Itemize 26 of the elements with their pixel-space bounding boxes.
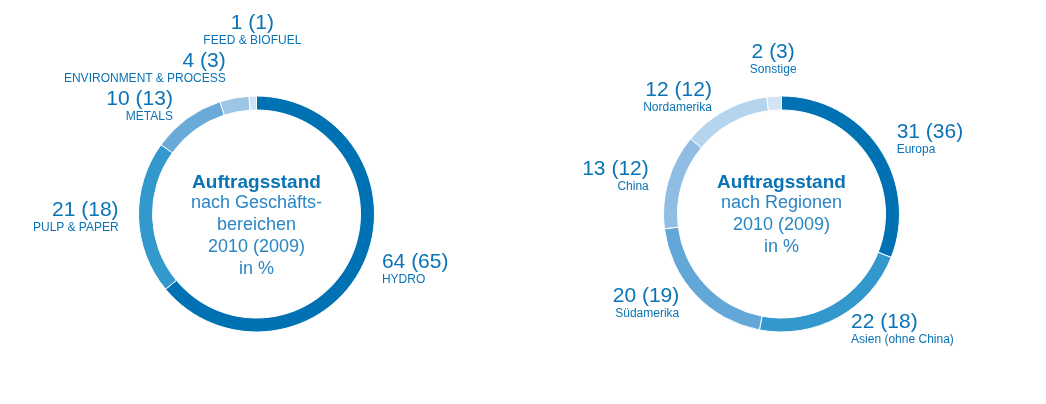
slice-label: Sonstige	[749, 62, 797, 77]
slice-label: Asien (ohne China)	[851, 331, 954, 346]
data-label: 13 (12)	[582, 156, 649, 180]
text: Auftragsstand	[717, 171, 846, 192]
data-label: 21 (18)	[52, 197, 119, 221]
text: Auftragsstand	[192, 171, 321, 192]
slice-label: China	[617, 179, 650, 194]
data-label: 64 (65)	[381, 249, 449, 273]
data-label: 31 (36)	[896, 118, 964, 142]
slice-label: PULP & PAPER	[32, 220, 119, 235]
slice-label: METALS	[125, 109, 173, 124]
slice-label: Südamerika	[615, 306, 680, 321]
data-label: 12 (12)	[645, 77, 712, 101]
text: nach Geschäfts- bereichen 2010 (2009) in %	[190, 192, 323, 278]
slice-label: Europa	[896, 141, 936, 156]
data-label: 22 (18)	[851, 308, 918, 332]
slice-label: FEED & BIOFUEL	[203, 33, 302, 48]
slice-label: HYDRO	[381, 272, 426, 287]
data-label: 2 (3)	[751, 39, 795, 63]
data-label: 1 (1)	[230, 10, 274, 34]
data-label: 10 (13)	[106, 86, 173, 110]
text: nach Regionen 2010 (2009) in %	[720, 192, 843, 256]
data-label: 20 (19)	[612, 283, 680, 307]
slice-label: Nordamerika	[643, 100, 713, 115]
data-label: 4 (3)	[182, 48, 226, 72]
slice-label: ENVIRONMENT & PROCESS	[63, 71, 226, 86]
